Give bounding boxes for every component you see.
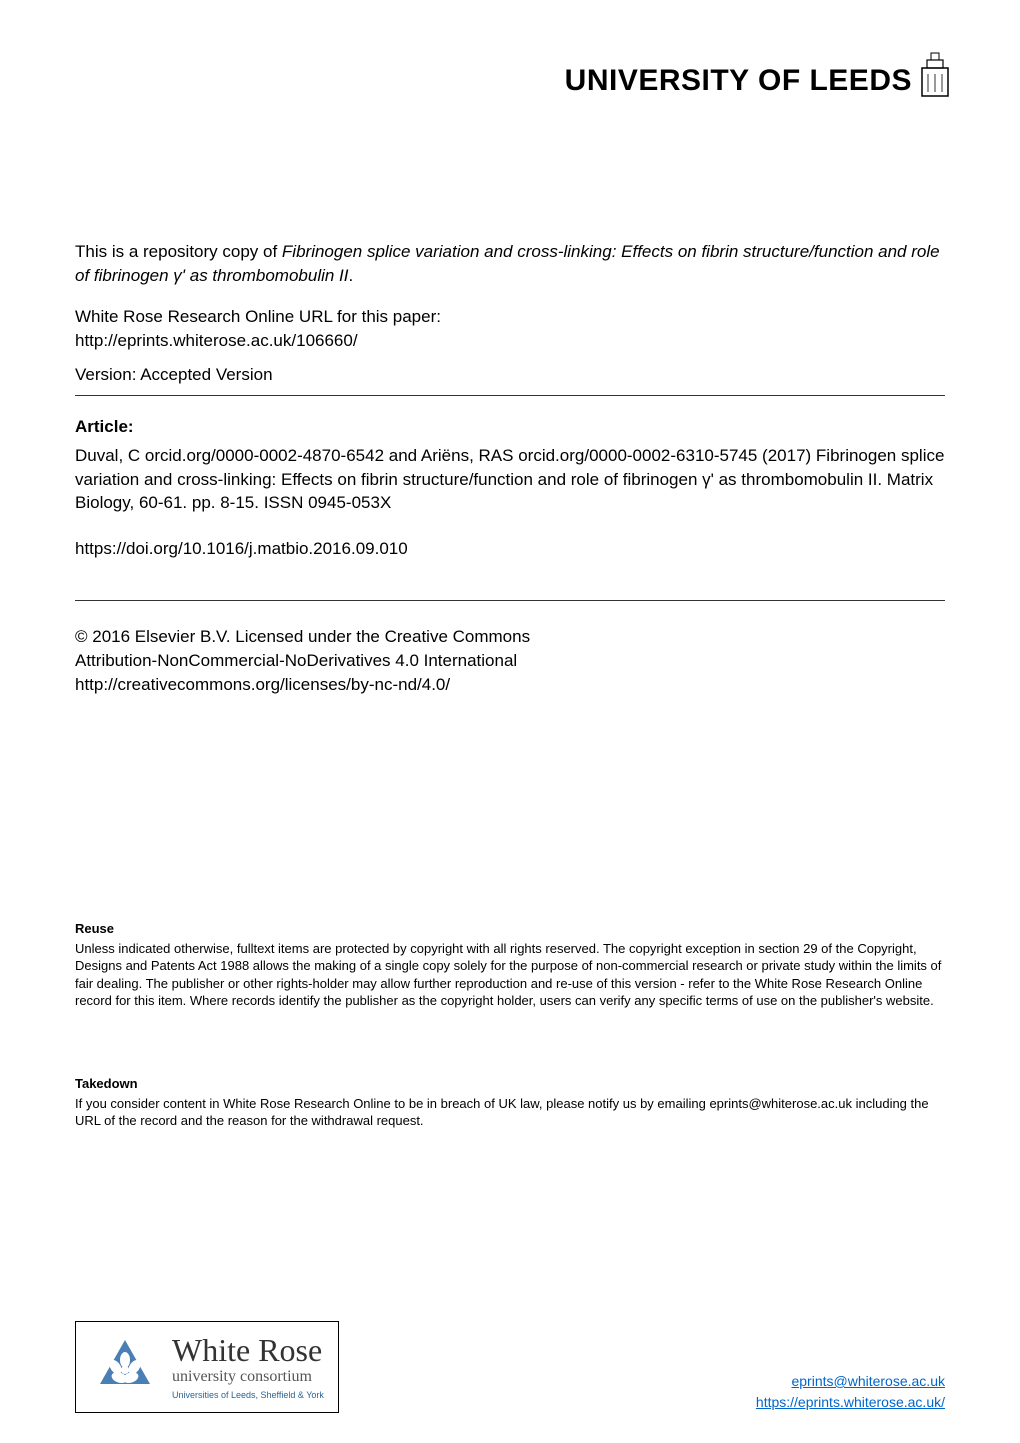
reuse-body: Unless indicated otherwise, fulltext ite…: [75, 940, 945, 1010]
whiterose-name: White Rose: [172, 1334, 324, 1366]
license-line1: © 2016 Elsevier B.V. Licensed under the …: [75, 625, 945, 649]
license-line2: Attribution-NonCommercial-NoDerivatives …: [75, 649, 945, 673]
license-url: http://creativecommons.org/licenses/by-n…: [75, 673, 945, 697]
whiterose-logo: White Rose university consortium Univers…: [75, 1321, 339, 1413]
footer-links: eprints@whiterose.ac.uk https://eprints.…: [756, 1371, 945, 1413]
article-doi: https://doi.org/10.1016/j.matbio.2016.09…: [75, 537, 945, 561]
article-citation: Duval, C orcid.org/0000-0002-4870-6542 a…: [75, 444, 945, 515]
paper-url: http://eprints.whiterose.ac.uk/106660/: [75, 329, 945, 353]
footer-logo-text: White Rose university consortium Univers…: [172, 1334, 324, 1400]
url-label: White Rose Research Online URL for this …: [75, 305, 945, 329]
divider: [75, 395, 945, 396]
universities-text: Universities of Leeds, Sheffield & York: [172, 1390, 324, 1400]
statement-suffix: .: [349, 266, 354, 285]
consortium-text: university consortium: [172, 1368, 324, 1386]
url-section: White Rose Research Online URL for this …: [75, 305, 945, 353]
article-heading: Article:: [75, 415, 945, 439]
statement-prefix: This is a repository copy of: [75, 242, 282, 261]
rose-icon: [90, 1332, 160, 1402]
version-text: Version: Accepted Version: [75, 365, 273, 385]
footer: White Rose university consortium Univers…: [75, 1321, 945, 1413]
repository-statement: This is a repository copy of Fibrinogen …: [75, 240, 945, 288]
article-section: Article: Duval, C orcid.org/0000-0002-48…: [75, 415, 945, 561]
footer-site-link[interactable]: https://eprints.whiterose.ac.uk/: [756, 1394, 945, 1410]
divider: [75, 600, 945, 601]
takedown-body: If you consider content in White Rose Re…: [75, 1095, 945, 1130]
reuse-section: Reuse Unless indicated otherwise, fullte…: [75, 920, 945, 1010]
takedown-heading: Takedown: [75, 1075, 945, 1093]
footer-email-link[interactable]: eprints@whiterose.ac.uk: [791, 1373, 945, 1389]
takedown-section: Takedown If you consider content in Whit…: [75, 1075, 945, 1130]
reuse-heading: Reuse: [75, 920, 945, 938]
license-section: © 2016 Elsevier B.V. Licensed under the …: [75, 625, 945, 696]
university-logo: UNIVERSITY OF LEEDS: [565, 50, 950, 98]
leeds-crest-icon: [920, 50, 950, 98]
logo-text: UNIVERSITY OF LEEDS: [565, 64, 912, 98]
